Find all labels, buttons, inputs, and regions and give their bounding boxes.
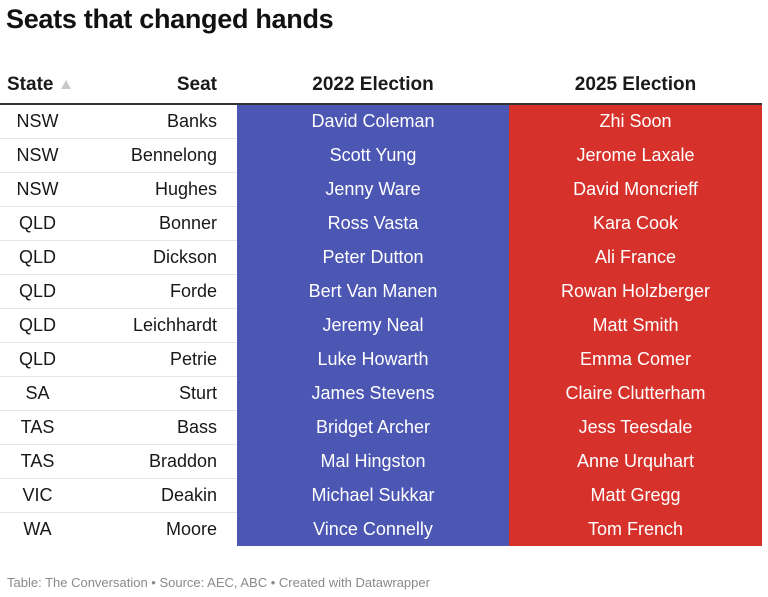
election-2022-cell: Mal Hingston	[237, 444, 509, 479]
column-header-state-label: State	[7, 74, 54, 95]
source-footer: Table: The Conversation • Source: AEC, A…	[7, 575, 430, 590]
seat-cell: Banks	[76, 104, 237, 139]
election-2025-cell: Tom French	[509, 512, 762, 546]
triangle-up-icon	[61, 80, 72, 89]
election-2025-cell: Ali France	[509, 240, 762, 275]
seat-cell: Hughes	[76, 172, 237, 207]
column-header-state[interactable]: State	[0, 67, 76, 105]
table-row: QLD Dickson Peter Dutton Ali France	[0, 240, 762, 275]
seat-cell: Bonner	[76, 206, 237, 241]
table-row: TAS Braddon Mal Hingston Anne Urquhart	[0, 444, 762, 479]
state-cell: QLD	[0, 308, 76, 343]
state-cell: QLD	[0, 274, 76, 309]
state-cell: TAS	[0, 410, 76, 445]
election-2022-cell: Ross Vasta	[237, 206, 509, 241]
election-2025-cell: Claire Clutterham	[509, 376, 762, 411]
state-cell: QLD	[0, 240, 76, 275]
election-2025-cell: Zhi Soon	[509, 104, 762, 139]
election-2022-cell: Vince Connelly	[237, 512, 509, 546]
state-cell: TAS	[0, 444, 76, 479]
table-row: NSW Hughes Jenny Ware David Moncrieff	[0, 172, 762, 207]
election-2022-cell: Bridget Archer	[237, 410, 509, 445]
table-body: NSW Banks David Coleman Zhi Soon NSW Bennelon…	[0, 104, 762, 546]
election-2025-cell: Emma Comer	[509, 342, 762, 377]
election-2025-cell: Matt Smith	[509, 308, 762, 343]
seat-cell: Dickson	[76, 240, 237, 275]
election-2025-cell: Matt Gregg	[509, 478, 762, 513]
election-2022-cell: Michael Sukkar	[237, 478, 509, 513]
state-cell: SA	[0, 376, 76, 411]
seat-cell: Bennelong	[76, 138, 237, 173]
page-title: Seats that changed hands	[6, 4, 334, 34]
table-row: NSW Bennelong Scott Yung Jerome Laxale	[0, 138, 762, 173]
seat-cell: Moore	[165, 519, 217, 539]
election-2022-cell: Bert Van Manen	[237, 274, 509, 309]
election-2025-cell: David Moncrieff	[509, 172, 762, 207]
state-cell: QLD	[0, 206, 76, 241]
seat-cell: Leichhardt	[76, 308, 237, 343]
table-row: TAS Bass Bridget Archer Jess Teesdale	[0, 410, 762, 445]
election-2022-cell: David Coleman	[237, 104, 509, 139]
election-2025-cell: Rowan Holzberger	[509, 274, 762, 309]
table-row: WA Moore Vince Connelly Tom French	[0, 512, 762, 546]
table-row: QLD Leichhardt Jeremy Neal Matt Smith	[0, 308, 762, 343]
election-2025-cell: Jess Teesdale	[509, 410, 762, 445]
election-2025-cell: Anne Urquhart	[509, 444, 762, 479]
table-header-row: State Seat 2022 Election 2025 Election	[0, 67, 762, 105]
table-row: QLD Bonner Ross Vasta Kara Cook	[0, 206, 762, 241]
election-2025-cell: Jerome Laxale	[509, 138, 762, 173]
election-2022-cell: James Stevens	[237, 376, 509, 411]
election-2022-cell: Peter Dutton	[237, 240, 509, 275]
election-2022-cell: Jenny Ware	[237, 172, 509, 207]
state-cell: VIC	[0, 478, 76, 513]
table-row: VIC Deakin Michael Sukkar Matt Gregg	[0, 478, 762, 513]
seat-cell: Deakin	[76, 478, 237, 513]
election-2022-cell: Scott Yung	[237, 138, 509, 173]
election-2022-cell: Luke Howarth	[237, 342, 509, 377]
state-cell: WA	[23, 519, 52, 539]
table-row: QLD Forde Bert Van Manen Rowan Holzberger	[0, 274, 762, 309]
state-cell: QLD	[0, 342, 76, 377]
state-cell: NSW	[0, 172, 76, 207]
state-cell: NSW	[0, 138, 76, 173]
table-row: NSW Banks David Coleman Zhi Soon	[0, 104, 762, 139]
table-row: QLD Petrie Luke Howarth Emma Comer	[0, 342, 762, 377]
column-header-2022-election[interactable]: 2022 Election	[237, 67, 509, 105]
seats-table: State Seat 2022 Election 2025 Election N…	[0, 67, 762, 546]
state-cell: NSW	[0, 104, 76, 139]
election-2025-cell: Kara Cook	[509, 206, 762, 241]
seat-cell: Forde	[76, 274, 237, 309]
seat-cell: Sturt	[76, 376, 237, 411]
column-header-seat[interactable]: Seat	[76, 67, 237, 105]
table-row: SA Sturt James Stevens Claire Clutterham	[0, 376, 762, 411]
column-header-2025-election[interactable]: 2025 Election	[509, 67, 762, 105]
election-2022-cell: Jeremy Neal	[237, 308, 509, 343]
seat-cell: Braddon	[76, 444, 237, 479]
seat-cell: Petrie	[76, 342, 237, 377]
seat-cell: Bass	[76, 410, 237, 445]
